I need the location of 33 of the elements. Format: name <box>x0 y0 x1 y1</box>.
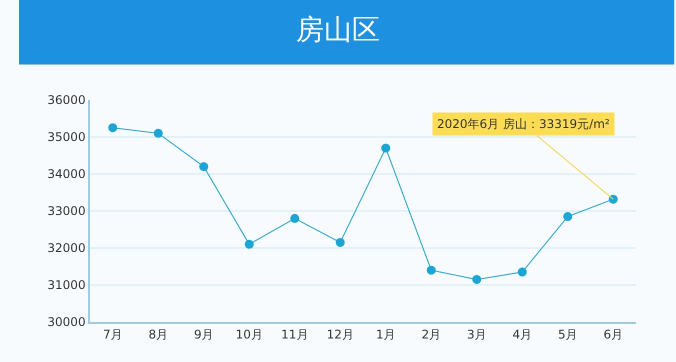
point <box>244 240 254 249</box>
x-tick-label: 11月 <box>281 327 308 342</box>
x-tick-label: 3月 <box>466 327 487 342</box>
x-tick-label: 12月 <box>326 327 354 342</box>
x-tick-label: 5月 <box>558 327 578 342</box>
x-tick-label: 9月 <box>194 327 214 342</box>
y-tick-label: 30000 <box>47 315 86 330</box>
point <box>426 266 436 275</box>
x-tick-label: 1月 <box>376 327 396 342</box>
point <box>154 128 163 138</box>
point <box>108 123 118 132</box>
point <box>336 238 345 247</box>
y-tick-label: 31000 <box>47 278 86 292</box>
x-tick-label: 7月 <box>102 327 123 342</box>
point <box>381 144 390 153</box>
x-tick-label: 4月 <box>512 327 532 342</box>
x-tick-label: 6月 <box>603 327 624 342</box>
point <box>290 214 300 223</box>
x-tick-label: 10月 <box>236 327 263 342</box>
chart-title: 房山区 <box>296 12 380 46</box>
y-tick-label: 34000 <box>47 167 86 182</box>
point <box>608 194 618 204</box>
y-tick-label: 33000 <box>47 204 86 218</box>
y-tick-label: 32000 <box>47 241 86 256</box>
point <box>518 268 527 277</box>
x-tick-label: 2月 <box>421 327 442 342</box>
x-tick-label: 8月 <box>148 327 168 342</box>
point <box>199 162 208 172</box>
y-tick-label: 35000 <box>47 130 86 144</box>
y-tick-label: 36000 <box>47 93 86 108</box>
point <box>563 212 572 222</box>
point <box>472 274 482 284</box>
annotation: 2020年6月 房山：33319元/m² <box>437 117 610 131</box>
